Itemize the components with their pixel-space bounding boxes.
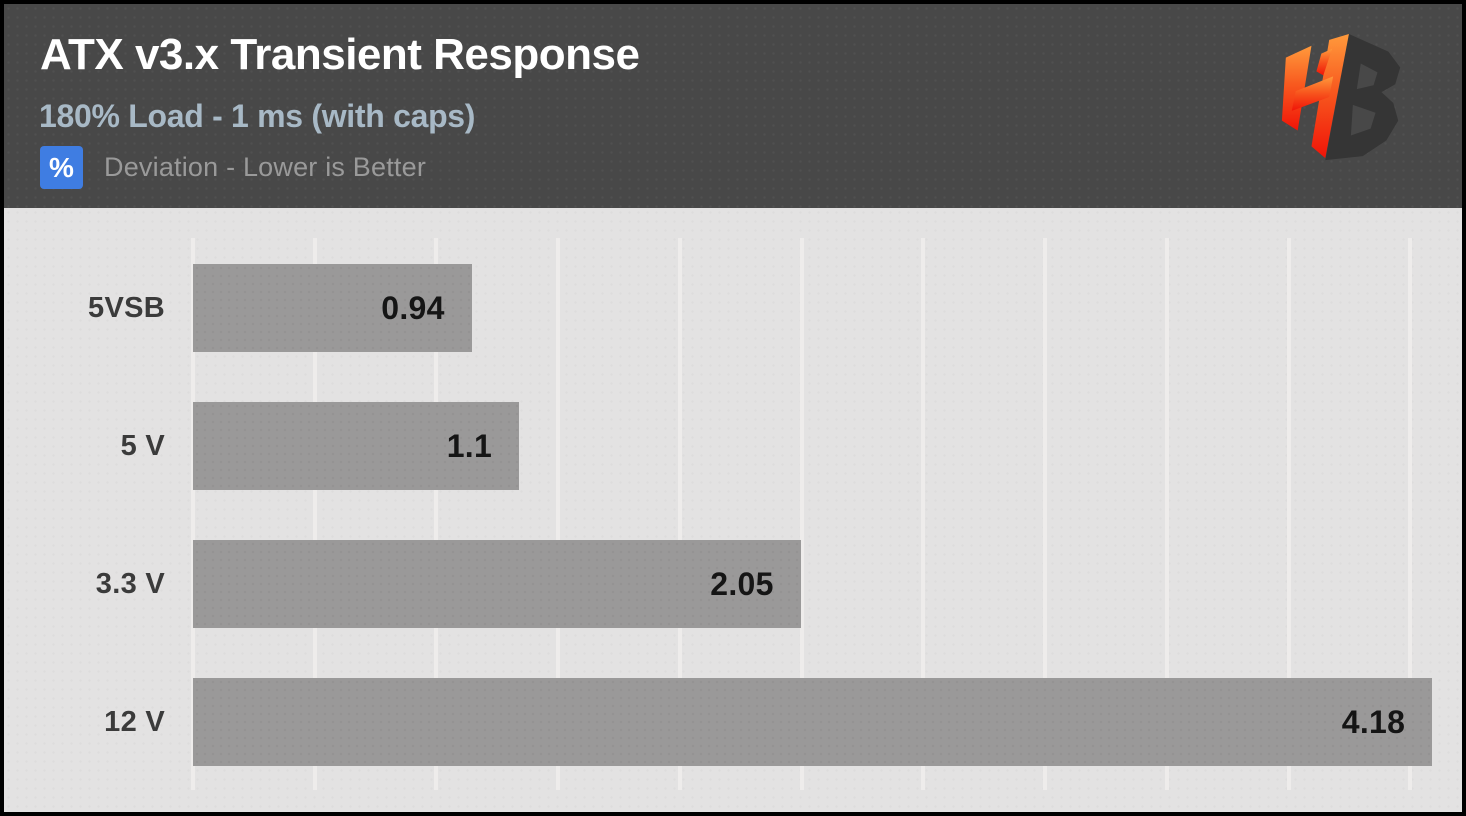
gridline — [1043, 238, 1048, 790]
bar-track: 0.94 — [193, 264, 1456, 352]
chart-subtitle: 180% Load - 1 ms (with caps) — [39, 98, 476, 134]
gridline — [1164, 238, 1169, 790]
bar-value-label: 1.1 — [446, 427, 493, 464]
chart-row: 5 V 1.1 — [4, 377, 1456, 515]
plot-area: 5VSB 0.94 5 V 1.1 3.3 V 2.05 12 V 4.18 — [4, 208, 1462, 812]
chart-note: Deviation - Lower is Better — [104, 152, 427, 182]
bar: 2.05 — [193, 540, 801, 628]
chart-header: ATX v3.x Transient Response 180% Load - … — [4, 4, 1462, 208]
bar-track: 4.18 — [193, 678, 1456, 766]
category-label: 3.3 V — [95, 567, 165, 600]
gridline — [1286, 238, 1291, 790]
bar: 0.94 — [193, 264, 472, 352]
gridline — [1408, 238, 1413, 790]
gridline — [921, 238, 926, 790]
gridline — [799, 238, 804, 790]
bar-value-label: 2.05 — [710, 565, 774, 602]
chart-meta-row: % Deviation - Lower is Better — [40, 146, 426, 189]
gridline — [191, 238, 195, 790]
bar: 1.1 — [193, 402, 520, 490]
category-label: 5VSB — [88, 291, 165, 324]
bar-value-label: 4.18 — [1341, 703, 1406, 740]
bar: 4.18 — [193, 678, 1433, 766]
hardware-busters-logo-icon — [1281, 33, 1401, 161]
gridline — [556, 238, 561, 790]
chart-row: 5VSB 0.94 — [4, 239, 1456, 377]
gridline — [677, 238, 682, 790]
gridlines — [191, 238, 1456, 790]
category-label: 12 V — [104, 705, 165, 738]
chart-rows: 5VSB 0.94 5 V 1.1 3.3 V 2.05 12 V 4.18 — [4, 239, 1456, 791]
gridline — [312, 238, 317, 790]
chart-row: 3.3 V 2.05 — [4, 515, 1456, 653]
category-label: 5 V — [120, 429, 165, 462]
bar-value-label: 0.94 — [381, 289, 445, 326]
gridline — [434, 238, 439, 790]
bar-track: 1.1 — [193, 402, 1456, 490]
chart-row: 12 V 4.18 — [4, 653, 1456, 791]
bar-track: 2.05 — [193, 540, 1456, 628]
chart-title: ATX v3.x Transient Response — [40, 30, 640, 79]
percent-unit-icon: % — [40, 146, 83, 189]
